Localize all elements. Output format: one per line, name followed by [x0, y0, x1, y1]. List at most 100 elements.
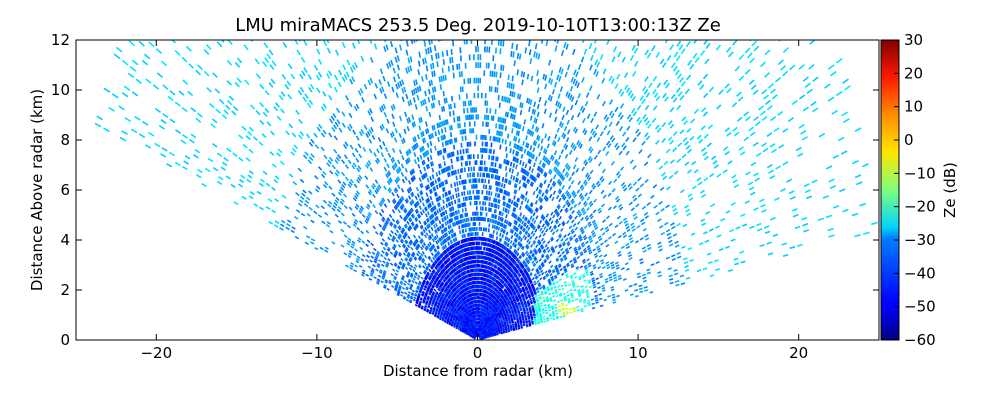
colorbar-tick-label: 10 [904, 98, 923, 116]
reflectivity-gates [284, 70, 681, 283]
reflectivity-gates [557, 305, 561, 308]
reflectivity-gates [121, 45, 815, 180]
reflectivity-gates [96, 53, 813, 252]
reflectivity-gates [135, 40, 859, 249]
reflectivity-gates [371, 158, 562, 279]
colorbar-tick-label: −10 [904, 164, 936, 182]
reflectivity-gates [376, 141, 585, 285]
reflectivity-gates [169, 51, 863, 280]
reflectivity-gates [580, 308, 584, 311]
x-tick-label: 20 [789, 344, 808, 362]
reflectivity-gates [370, 154, 563, 299]
reflectivity-gates [565, 307, 569, 310]
reflectivity-gates [374, 154, 599, 302]
y-tick-label: 12 [51, 31, 70, 49]
reflectivity-gates [145, 41, 851, 203]
reflectivity-gates [537, 281, 561, 318]
x-axis: −20 −10 0 10 20 [140, 40, 808, 362]
reflectivity-gates [214, 40, 819, 273]
reflectivity-gates [535, 296, 539, 300]
reflectivity-gates [578, 275, 582, 279]
reflectivity-gates [544, 292, 548, 295]
reflectivity-gates [538, 306, 563, 322]
colorbar [880, 39, 900, 341]
reflectivity-gates [142, 40, 778, 261]
reflectivity-gates [572, 285, 576, 289]
reflectivity-gates [545, 281, 592, 315]
reflectivity-gates [548, 314, 552, 317]
reflectivity-gates [381, 141, 592, 275]
x-tick-label: −10 [301, 344, 333, 362]
reflectivity-gates [362, 196, 591, 286]
reflectivity-gates [138, 40, 833, 235]
reflectivity-gates [123, 40, 738, 233]
reflectivity-gates [310, 40, 675, 288]
reflectivity-gates [435, 237, 529, 337]
reflectivity-gates [560, 302, 576, 315]
reflectivity-gates [536, 316, 540, 319]
x-tick-label: 0 [473, 344, 483, 362]
reflectivity-gates [566, 289, 589, 297]
reflectivity-gates [299, 44, 658, 276]
reflectivity-gates [534, 316, 553, 323]
reflectivity-gates [286, 53, 680, 278]
reflectivity-gates [376, 149, 542, 287]
colorbar-tick-label: 30 [904, 31, 923, 49]
reflectivity-gates [560, 303, 565, 307]
reflectivity-gates [572, 310, 577, 313]
x-tick-label: 10 [629, 344, 648, 362]
reflectivity-gates [307, 53, 634, 302]
reflectivity-gates [391, 149, 601, 293]
reflectivity-gates [94, 40, 845, 246]
reflectivity-gates [384, 160, 601, 294]
reflectivity-gates [581, 273, 586, 277]
reflectivity-gates [310, 54, 673, 292]
reflectivity-gates [547, 279, 587, 316]
reflectivity-gates [534, 300, 546, 308]
reflectivity-gates [279, 46, 672, 269]
reflectivity-gates [248, 40, 862, 216]
reflectivity-gates [553, 295, 567, 302]
reflectivity-gates [129, 44, 837, 277]
reflectivity-gates [141, 40, 837, 245]
reflectivity-gates [370, 160, 582, 287]
reflectivity-gates [383, 169, 595, 281]
reflectivity-gates [539, 281, 575, 305]
colorbar-tick-label: 20 [904, 64, 923, 82]
reflectivity-gates [376, 171, 559, 285]
reflectivity-gates [328, 62, 651, 298]
reflectivity-gates [304, 51, 647, 270]
reflectivity-gates [534, 299, 564, 326]
reflectivity-gates [533, 280, 567, 322]
reflectivity-gates [389, 160, 588, 290]
reflectivity-gates [538, 308, 542, 311]
reflectivity-gates [567, 293, 590, 301]
reflectivity-gates [168, 47, 803, 247]
y-tick-label: 0 [60, 331, 70, 349]
reflectivity-gates [537, 275, 578, 299]
reflectivity-gates [189, 40, 869, 233]
reflectivity-gates [533, 287, 550, 321]
reflectivity-gates [383, 141, 552, 302]
reflectivity-gates [308, 40, 651, 291]
reflectivity-gates [546, 287, 588, 308]
reflectivity-gates [301, 46, 647, 301]
reflectivity-gates [328, 40, 674, 288]
reflectivity-gates [569, 311, 573, 314]
reflectivity-gates [363, 44, 614, 172]
y-tick-label: 6 [60, 181, 70, 199]
reflectivity-gates [329, 40, 678, 304]
reflectivity-gates [292, 45, 663, 249]
reflectivity-gates [127, 40, 835, 261]
reflectivity-gates [562, 307, 576, 316]
reflectivity-gates [551, 306, 559, 320]
reflectivity-gates [341, 49, 686, 292]
reflectivity-gates [395, 151, 568, 285]
reflectivity-gates [537, 283, 580, 318]
reflectivity-gates [148, 40, 843, 312]
reflectivity-gates [298, 41, 680, 296]
reflectivity-gates [194, 40, 878, 272]
reflectivity-gates [558, 307, 565, 313]
colorbar-label: Ze (dB) [941, 162, 959, 218]
